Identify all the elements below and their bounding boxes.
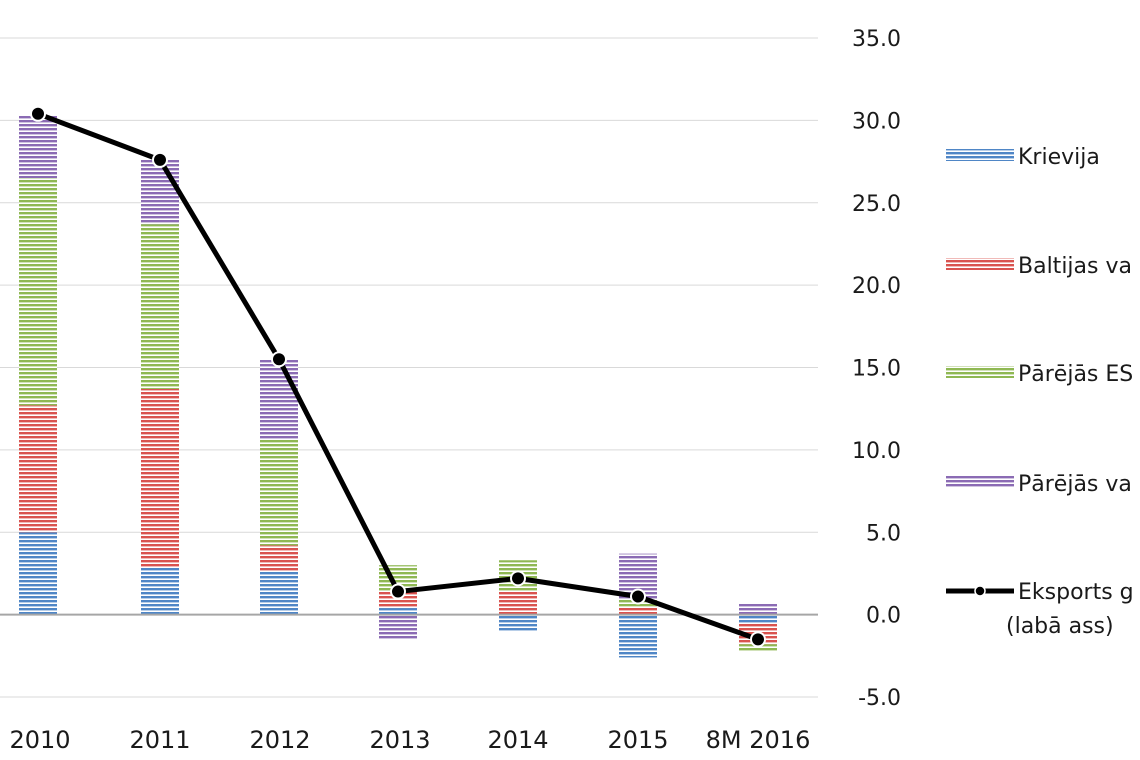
x-tick-label: 2012	[249, 726, 310, 754]
line-point	[390, 583, 406, 600]
legend: Krievija Baltijas va Pārējās ES Pārējās va E…	[946, 145, 1134, 639]
legend-label-2: Pārējās ES	[1018, 362, 1133, 387]
legend-label-3: Pārējās va	[1018, 472, 1132, 497]
bar-2-1	[141, 224, 179, 389]
bar-0-2	[260, 571, 298, 615]
bar-3-3	[379, 614, 417, 640]
bar-0-6	[739, 614, 777, 623]
line-point	[630, 588, 646, 605]
y-tick-label: 15.0	[852, 357, 901, 382]
bar-1-5	[619, 606, 657, 615]
bar-0-1	[141, 566, 179, 615]
bar-series	[19, 115, 777, 658]
y-tick-label: 0.0	[866, 604, 901, 629]
bar-1-3	[379, 591, 417, 609]
y-axis-ticks: 35.0 30.0 25.0 20.0 15.0 10.0 5.0 0.0 -5.0	[852, 27, 901, 711]
legend-label-1: Baltijas va	[1018, 254, 1132, 279]
bar-0-0	[19, 532, 57, 615]
bar-0-3	[379, 608, 417, 615]
bar-3-1	[141, 159, 179, 225]
legend-swatch-2	[946, 366, 1014, 378]
line-point	[152, 151, 168, 168]
x-axis-ticks: 2010 2011 2012 2013 2014 2015 8M 2016	[9, 726, 810, 754]
bar-2-2	[260, 439, 298, 546]
x-tick-label: 2014	[487, 726, 548, 754]
legend-label-0: Krievija	[1018, 145, 1100, 170]
legend-swatch-1	[946, 258, 1014, 270]
bar-3-2	[260, 359, 298, 440]
x-tick-label: 2011	[129, 726, 190, 754]
bar-0-5	[619, 614, 657, 658]
x-tick-label: 2010	[9, 726, 70, 754]
bar-1-2	[260, 545, 298, 572]
bar-2-0	[19, 178, 57, 406]
x-tick-label: 8M 2016	[706, 726, 811, 754]
bar-1-0	[19, 405, 57, 533]
y-tick-label: 30.0	[852, 109, 901, 134]
x-tick-label: 2015	[607, 726, 668, 754]
y-tick-label: 20.0	[852, 274, 901, 299]
bar-3-6	[739, 603, 777, 615]
y-tick-label: -5.0	[858, 686, 901, 711]
legend-label-line: Eksports g	[1018, 580, 1134, 605]
legend-swatch-marker	[974, 585, 986, 597]
bar-1-1	[141, 388, 179, 567]
gridlines	[0, 37, 818, 698]
bar-0-4	[499, 614, 537, 632]
line-point	[30, 105, 46, 122]
line-point	[510, 570, 526, 587]
line-point	[750, 631, 766, 648]
bar-3-0	[19, 115, 57, 179]
bar-2-6	[739, 644, 777, 651]
legend-label-line-2: (labā ass)	[1006, 614, 1114, 639]
y-tick-label: 25.0	[852, 192, 901, 217]
legend-swatch-0	[946, 149, 1014, 161]
x-tick-label: 2013	[369, 726, 430, 754]
y-tick-label: 10.0	[852, 439, 901, 464]
y-tick-label: 5.0	[866, 521, 901, 546]
line-point	[271, 351, 287, 368]
legend-swatch-3	[946, 476, 1014, 488]
line-series	[30, 105, 766, 648]
y-tick-label: 35.0	[852, 27, 901, 52]
bar-1-4	[499, 591, 537, 615]
